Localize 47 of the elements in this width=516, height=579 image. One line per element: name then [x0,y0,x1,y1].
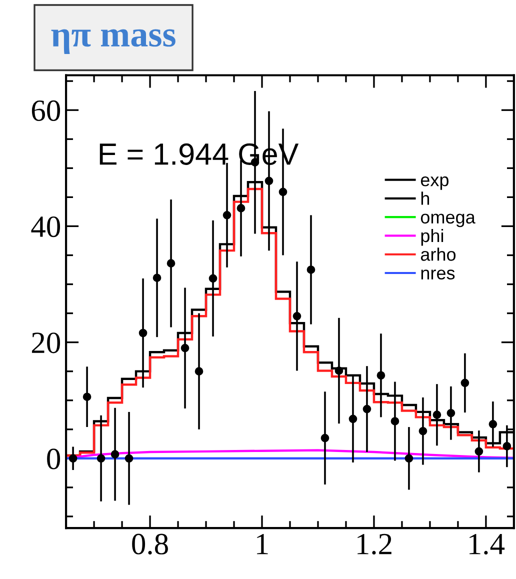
point [502,442,512,450]
y-tick-label: 40 [31,216,60,238]
point [418,426,428,436]
point [292,312,302,320]
point [208,274,218,283]
legend-label: arho [420,248,456,261]
y-tick-label: 20 [32,332,60,354]
chart-title: ηπ mass [51,29,176,54]
x-tick-label: 0.8 [132,534,168,555]
point [348,414,358,424]
x-tick-label: 1.2 [358,534,392,555]
point [124,454,134,463]
point [460,378,470,388]
x-tick-label: 1 [257,534,268,554]
line-series [66,449,514,460]
point [138,328,148,338]
legend-label: h [421,192,430,205]
legend-label: omega [420,214,476,228]
point [110,450,120,458]
legend-label: nres [421,270,455,280]
point [152,274,162,282]
point [446,408,456,418]
y-tick-label: 0 [47,448,60,470]
y-tick-label: 60 [32,100,60,121]
point [306,266,316,274]
point [362,404,372,414]
point [474,447,484,456]
point [320,434,330,442]
point [488,420,498,428]
point [222,211,232,220]
point [334,366,344,375]
point [390,417,400,426]
point [278,188,288,196]
point [236,204,246,212]
legend-label: phi [421,228,444,246]
point [68,454,78,463]
point [96,454,106,463]
x-tick-label: 1.4 [470,534,505,555]
point [432,410,442,420]
point [404,454,414,463]
point [264,176,274,186]
legend-label: exp [420,176,449,190]
point [82,392,92,402]
point [194,367,204,376]
point [166,259,176,268]
point [180,344,190,352]
point [376,371,386,380]
